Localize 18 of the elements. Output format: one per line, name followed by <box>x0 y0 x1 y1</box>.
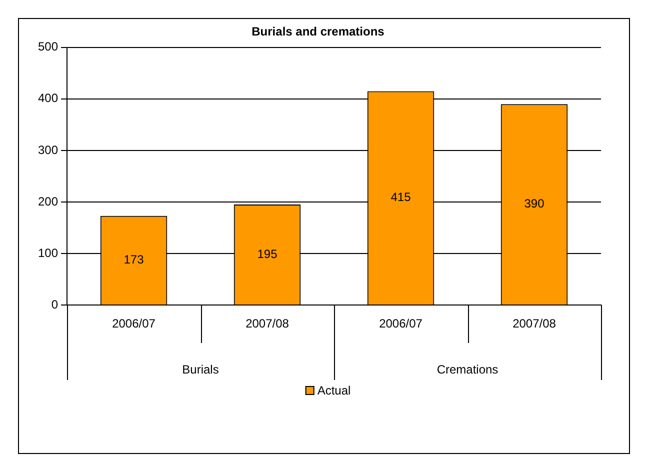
chart-title: Burials and cremations <box>252 24 385 39</box>
x-tick-label: 2007/08 <box>246 316 290 331</box>
y-tick-label: 100 <box>38 246 58 260</box>
y-tick-label: 200 <box>38 194 58 208</box>
x-tick-label: 2006/07 <box>112 316 156 331</box>
data-label: 195 <box>257 246 278 261</box>
text: Burials <box>182 362 219 376</box>
data-label: 173 <box>124 252 144 266</box>
y-tick-label: 0 <box>51 297 58 312</box>
data-label: 390 <box>524 196 545 211</box>
text: Cremations <box>436 362 498 376</box>
y-tick-label: 500 <box>38 40 58 54</box>
y-tick-label: 300 <box>38 142 58 157</box>
x-tick-label: 2006/07 <box>379 316 423 331</box>
legend-label: Actual <box>317 383 351 398</box>
y-tick-label: 400 <box>38 91 58 106</box>
data-label: 415 <box>390 190 412 204</box>
x-tick-label: 2007/08 <box>512 316 556 331</box>
